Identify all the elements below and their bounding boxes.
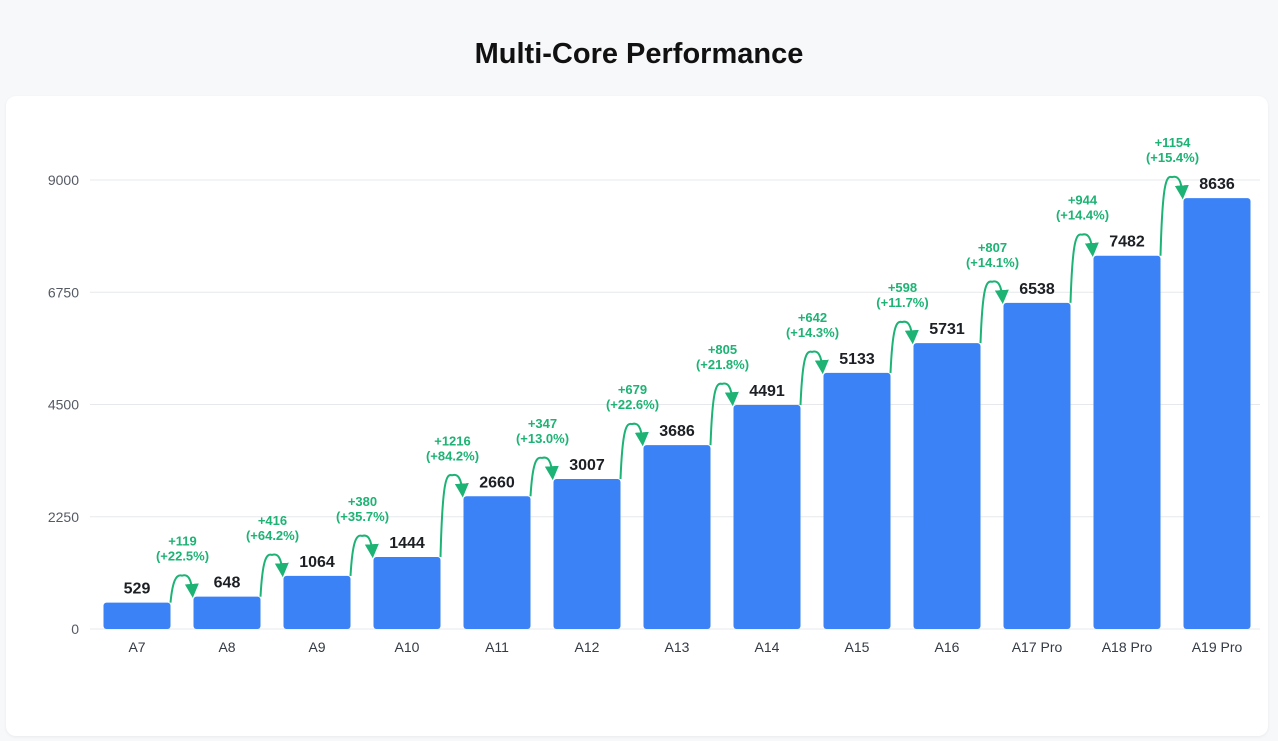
delta-percent-label: (+14.3%) xyxy=(786,325,839,340)
x-tick-label: A11 xyxy=(485,639,509,655)
delta-value-label: +416 xyxy=(258,513,287,528)
growth-arrow xyxy=(529,456,559,497)
bar-value-label: 5133 xyxy=(839,351,875,368)
bar xyxy=(103,602,171,629)
bar-value-label: 3686 xyxy=(659,423,695,440)
delta-value-label: +805 xyxy=(708,342,737,357)
bar-value-label: 3007 xyxy=(569,457,605,474)
x-tick-label: A9 xyxy=(308,639,325,655)
bar xyxy=(1003,302,1071,629)
page-title: Multi-Core Performance xyxy=(474,38,804,70)
growth-arrow xyxy=(259,553,289,597)
y-tick-label: 2250 xyxy=(48,509,79,525)
bar-value-label: 529 xyxy=(124,581,151,598)
y-tick-label: 6750 xyxy=(48,284,79,300)
x-tick-label: A13 xyxy=(665,639,690,655)
delta-value-label: +642 xyxy=(798,310,827,325)
delta-percent-label: (+35.7%) xyxy=(336,509,389,524)
x-tick-label: A12 xyxy=(575,639,600,655)
delta-percent-label: (+15.4%) xyxy=(1146,150,1199,165)
growth-arrow xyxy=(349,534,379,576)
growth-arrow xyxy=(709,382,739,446)
bar xyxy=(373,556,441,629)
x-tick-label: A19 Pro xyxy=(1192,639,1243,655)
delta-value-label: +944 xyxy=(1068,193,1098,208)
bar xyxy=(193,596,261,629)
delta-percent-label: (+13.0%) xyxy=(516,431,569,446)
bar-value-labels: 529 648 1064 1444 2660 3007 3686 4491 5133 5731 65… xyxy=(124,176,1235,597)
bar xyxy=(733,404,801,629)
growth-arrow xyxy=(439,473,469,557)
bar xyxy=(1093,255,1161,630)
x-tick-label: A17 Pro xyxy=(1012,639,1063,655)
growth-arrow xyxy=(889,320,919,373)
delta-value-label: +679 xyxy=(618,382,647,397)
x-tick-label: A16 xyxy=(935,639,960,655)
delta-value-label: +598 xyxy=(888,280,917,295)
bar-value-label: 6538 xyxy=(1019,281,1055,298)
growth-arrow xyxy=(169,574,199,603)
y-axis: 0 2250 4500 6750 9000 xyxy=(48,172,79,637)
bar-value-label: 5731 xyxy=(929,321,965,338)
delta-value-label: +119 xyxy=(168,534,197,549)
delta-value-label: +1216 xyxy=(434,433,471,448)
delta-percent-label: (+11.7%) xyxy=(876,295,928,310)
y-tick-label: 4500 xyxy=(48,397,79,413)
bar xyxy=(1183,198,1251,629)
chart-card: 0 2250 4500 6750 9000 529 648 1064 1444 2660 3007… xyxy=(6,96,1268,736)
delta-percent-label: (+22.5%) xyxy=(156,549,209,564)
bar-value-label: 2660 xyxy=(479,474,515,491)
x-axis: A7 A8 A9 A10 A11 A12 A13 A14 A15 A16 A17 Pro A18 Pr… xyxy=(128,639,1242,655)
growth-arrow xyxy=(619,422,649,480)
growth-annotations: +119(+22.5%) +416(+64.2%) +380(+35.7%) +121… xyxy=(156,135,1199,603)
growth-arrow xyxy=(799,350,829,405)
delta-percent-label: (+14.4%) xyxy=(1056,208,1109,223)
x-tick-label: A7 xyxy=(128,639,145,655)
bar xyxy=(913,343,981,629)
delta-value-label: +807 xyxy=(978,240,1007,255)
delta-percent-label: (+84.2%) xyxy=(426,448,479,463)
bar-value-label: 1064 xyxy=(299,554,335,571)
bar-value-label: 8636 xyxy=(1199,176,1235,193)
bar-value-label: 1444 xyxy=(389,535,425,552)
delta-value-label: +380 xyxy=(348,494,377,509)
bar-value-label: 4491 xyxy=(749,383,785,400)
y-tick-label: 9000 xyxy=(48,172,79,188)
y-tick-label: 0 xyxy=(71,621,79,637)
delta-value-label: +347 xyxy=(528,416,557,431)
growth-arrow xyxy=(1159,175,1189,256)
x-tick-label: A18 Pro xyxy=(1102,639,1153,655)
growth-arrow xyxy=(1069,233,1099,303)
growth-arrow xyxy=(979,280,1009,344)
bar xyxy=(283,575,351,629)
x-tick-label: A14 xyxy=(755,639,780,655)
delta-percent-label: (+22.6%) xyxy=(606,397,659,412)
delta-percent-label: (+14.1%) xyxy=(966,255,1019,270)
bar-value-label: 7482 xyxy=(1109,234,1145,251)
x-tick-label: A10 xyxy=(395,639,420,655)
bars xyxy=(103,198,1251,630)
delta-value-label: +1154 xyxy=(1155,135,1192,150)
bar-chart: 0 2250 4500 6750 9000 529 648 1064 1444 2660 3007… xyxy=(48,135,1260,655)
bar xyxy=(823,372,891,629)
bar xyxy=(463,496,531,629)
delta-percent-label: (+21.8%) xyxy=(696,357,749,372)
bar xyxy=(553,478,621,629)
x-tick-label: A15 xyxy=(845,639,870,655)
bar-value-label: 648 xyxy=(214,575,241,592)
bar xyxy=(643,445,711,629)
x-tick-label: A8 xyxy=(218,639,235,655)
delta-percent-label: (+64.2%) xyxy=(246,528,299,543)
